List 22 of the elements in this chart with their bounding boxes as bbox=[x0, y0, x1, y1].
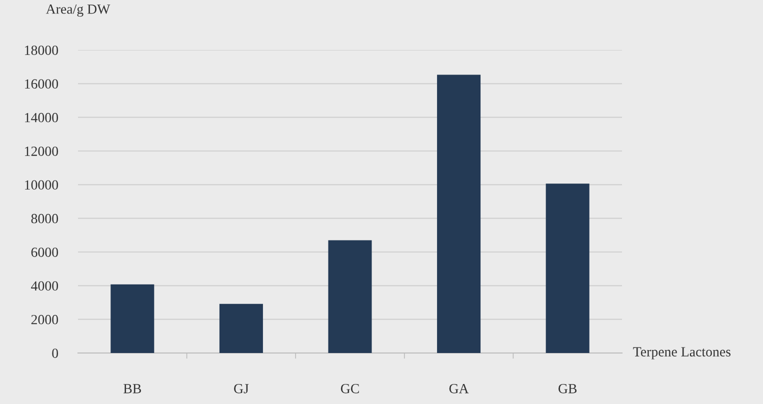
y-tick-label: 8000 bbox=[31, 214, 58, 224]
y-tick-label: 16000 bbox=[25, 79, 58, 89]
x-tick-label: BB bbox=[124, 384, 141, 394]
y-tick-label: 2000 bbox=[31, 314, 58, 324]
y-tick-label: 18000 bbox=[25, 46, 58, 55]
y-tick-label: 4000 bbox=[31, 281, 58, 291]
bar bbox=[546, 184, 590, 353]
bar bbox=[437, 74, 481, 353]
bar bbox=[328, 240, 372, 353]
y-tick-label: 6000 bbox=[31, 248, 58, 257]
x-axis-title: Terpene Lactones bbox=[633, 347, 730, 360]
y-tick-label: 12000 bbox=[25, 146, 58, 156]
bar bbox=[110, 284, 154, 353]
x-tick-label: GC bbox=[340, 384, 359, 394]
y-tick-label: 14000 bbox=[25, 112, 58, 122]
x-tick-label: GB bbox=[558, 384, 577, 394]
bar bbox=[219, 304, 263, 353]
y-axis-title: Area/g DW bbox=[46, 4, 110, 17]
x-tick-label: GJ bbox=[234, 384, 249, 394]
x-tick-label: GA bbox=[449, 384, 469, 394]
y-tick-label: 10000 bbox=[25, 180, 58, 190]
y-tick-label: 0 bbox=[52, 348, 58, 358]
